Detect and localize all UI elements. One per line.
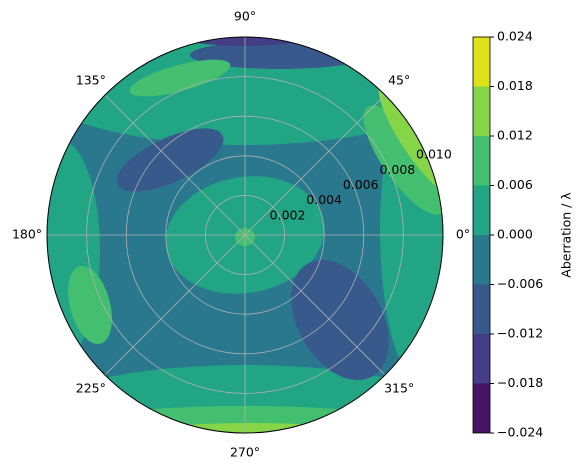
theta-tick-label: 270°	[230, 445, 260, 460]
colorbar-tick-label: 0.024	[497, 29, 533, 44]
r-tick-label: 0.002	[270, 207, 306, 222]
colorbar-tick-label: 0.018	[497, 78, 533, 93]
colorbar-tick-label: −0.018	[497, 375, 543, 390]
theta-tick-label: 180°	[12, 227, 42, 242]
colorbar-band	[473, 37, 490, 87]
colorbar-band	[473, 86, 490, 136]
colorbar-tick-label: −0.012	[497, 326, 543, 341]
grid-spoke	[104, 234, 246, 376]
colorbar-tick-label: 0.000	[497, 227, 533, 242]
theta-tick-label: 315°	[384, 381, 414, 396]
polar-frame	[46, 36, 444, 434]
contour-region	[150, 423, 350, 433]
theta-tick-label: 90°	[234, 9, 256, 24]
colorbar-band	[473, 185, 490, 235]
contour-region	[291, 259, 389, 381]
contour-region	[68, 266, 112, 344]
colorbar-tick-label: −0.006	[497, 276, 543, 291]
r-tick-label: 0.004	[306, 192, 342, 207]
theta-tick-label: 225°	[76, 381, 106, 396]
colorbar-tick-label: 0.006	[497, 177, 533, 192]
r-tick-label: 0.010	[416, 147, 452, 162]
grid-spoke	[244, 94, 386, 236]
theta-tick-label: 45°	[388, 72, 410, 87]
grid-spoke	[244, 234, 386, 376]
contour-region	[363, 105, 443, 215]
theta-tick-label: 135°	[76, 72, 106, 87]
colorbar-band	[473, 235, 490, 285]
r-tick-label: 0.006	[343, 177, 379, 192]
colorbar-tick-label: −0.024	[497, 425, 543, 440]
colorbar-label: Aberration / λ	[559, 192, 574, 278]
colorbar-band	[473, 334, 490, 384]
colorbar-band	[473, 284, 490, 334]
colorbar-band	[473, 383, 490, 433]
colorbar-tick-label: 0.012	[497, 128, 533, 143]
colorbar-band	[473, 136, 490, 186]
contour-region	[129, 59, 231, 97]
theta-tick-label: 0°	[456, 227, 470, 242]
r-tick-label: 0.008	[379, 162, 415, 177]
grid-spoke	[104, 94, 246, 236]
